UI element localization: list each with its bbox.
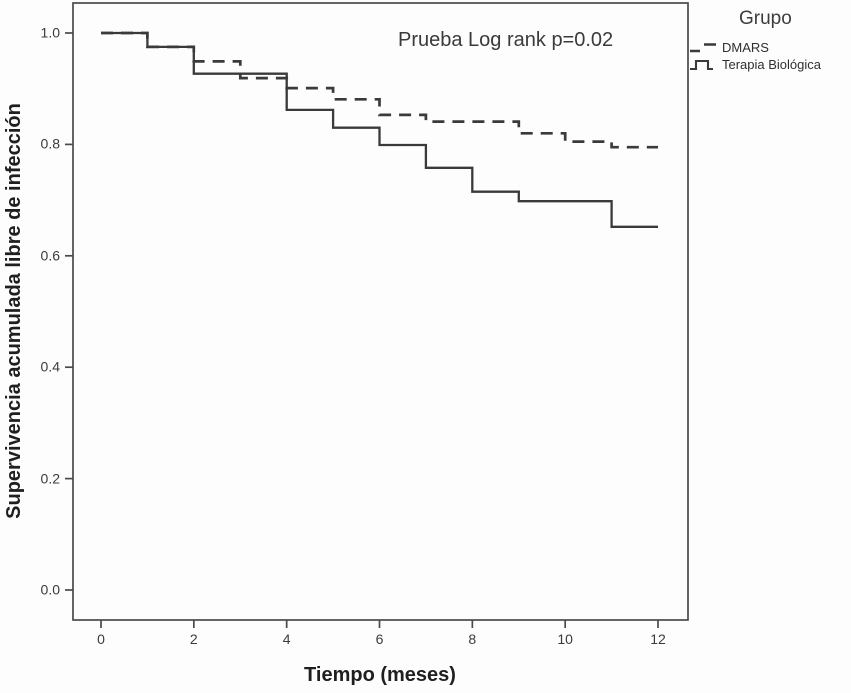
log-rank-annotation: Prueba Log rank p=0.02 bbox=[398, 29, 614, 51]
legend-item-terapia-biologica: Terapia Biológica bbox=[689, 56, 851, 73]
y-tick-label: 0.8 bbox=[40, 136, 60, 153]
x-tick-label: 4 bbox=[282, 631, 291, 647]
x-tick-label: 12 bbox=[650, 631, 666, 647]
legend-label-terapia-biologica: Terapia Biológica bbox=[722, 57, 822, 72]
x-tick-label: 8 bbox=[468, 631, 477, 647]
y-tick-label: 1.0 bbox=[40, 24, 60, 41]
survival-curve-dmars bbox=[101, 31, 658, 149]
dashed-step-line-sample-icon bbox=[690, 43, 716, 53]
legend: Grupo DMARS Terapia Biológica bbox=[689, 8, 851, 73]
y-tick-label: 0.6 bbox=[40, 247, 60, 264]
x-tick-label: 2 bbox=[189, 631, 198, 647]
plot-border bbox=[72, 2, 689, 621]
legend-title: Grupo bbox=[739, 8, 792, 29]
survival-curve-terapia-biologica bbox=[101, 31, 658, 228]
x-tick-label: 0 bbox=[97, 631, 105, 647]
y-tick-label: 0.0 bbox=[40, 581, 60, 598]
solid-step-line-sample-icon bbox=[690, 59, 713, 71]
y-tick-label: 0.2 bbox=[40, 470, 60, 487]
x-tick-label: 10 bbox=[557, 631, 573, 647]
legend-label-dmars: DMARS bbox=[722, 40, 769, 55]
legend-item-dmars: DMARS bbox=[689, 39, 851, 56]
y-axis-title: Supervivencia acumulada libre de infecci… bbox=[3, 103, 25, 519]
x-axis-title: Tiempo (meses) bbox=[304, 664, 456, 686]
y-tick-label: 0.4 bbox=[40, 358, 60, 375]
x-tick-label: 6 bbox=[375, 631, 384, 647]
